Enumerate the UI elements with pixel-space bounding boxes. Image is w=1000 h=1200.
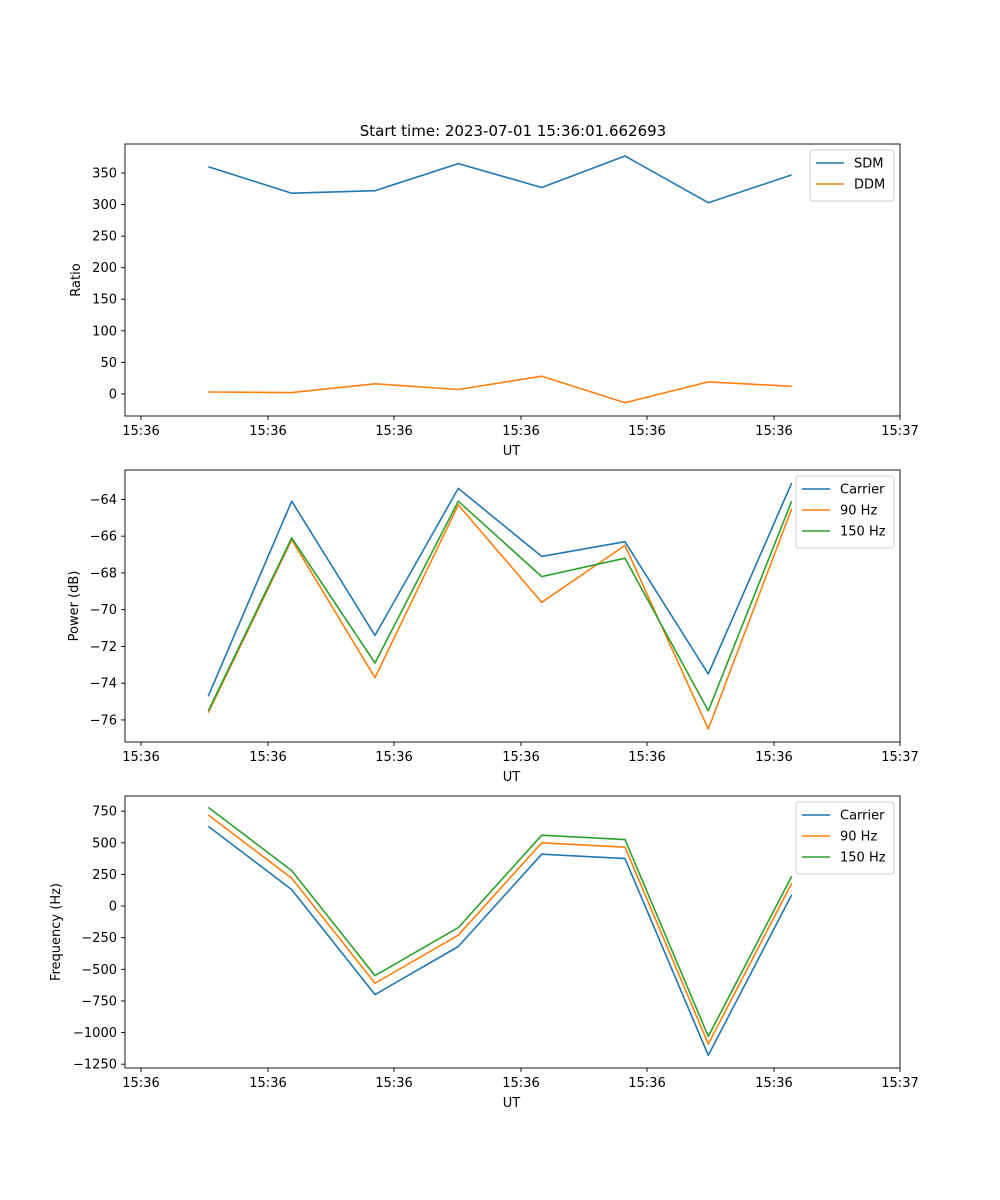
y-tick-label: 100 bbox=[92, 324, 117, 339]
x-tick-label: 15:36 bbox=[755, 424, 792, 439]
series-line-carrier bbox=[207, 825, 793, 1057]
y-tick-label: 250 bbox=[92, 868, 117, 883]
y-tick-label: −750 bbox=[81, 994, 117, 1009]
x-tick-label: 15:36 bbox=[249, 1076, 286, 1091]
series-line-90-hz bbox=[207, 504, 793, 730]
legend-label: Carrier bbox=[840, 483, 885, 498]
x-tick-label: 15:36 bbox=[628, 1076, 665, 1091]
y-tick-label: −1000 bbox=[73, 1026, 117, 1041]
x-tick-label: 15:36 bbox=[122, 750, 159, 765]
y-tick-label: −250 bbox=[81, 931, 117, 946]
panels: 15:36 15:36 15:36 15:36 15:36 15:36 15:37 0 50 10… bbox=[49, 143, 919, 1111]
legend-label: SDM bbox=[854, 157, 883, 172]
legend-label: 150 Hz bbox=[840, 525, 886, 540]
x-axis-label: UT bbox=[503, 770, 521, 785]
y-tick-label: −72 bbox=[90, 640, 117, 655]
y-tick-label: −64 bbox=[90, 493, 117, 508]
y-tick-label: −76 bbox=[90, 713, 117, 728]
y-tick-label: 0 bbox=[109, 387, 117, 402]
x-tick-label: 15:37 bbox=[881, 750, 918, 765]
chart-title: Start time: 2023-07-01 15:36:01.662693 bbox=[360, 122, 666, 140]
y-axis-label: Frequency (Hz) bbox=[49, 883, 64, 981]
x-tick-label: 15:36 bbox=[755, 1076, 792, 1091]
y-tick-label: −66 bbox=[90, 530, 117, 545]
y-tick-label: −70 bbox=[90, 603, 117, 618]
x-tick-label: 15:36 bbox=[502, 1076, 539, 1091]
legend-label: 90 Hz bbox=[840, 504, 877, 519]
panel-2: 15:36 15:36 15:36 15:36 15:36 15:36 15:37 −76 −7… bbox=[67, 469, 919, 785]
x-axis-label: UT bbox=[503, 444, 521, 459]
plot-frame bbox=[124, 795, 901, 1069]
legend: Carrier 90 Hz 150 Hz bbox=[795, 475, 895, 549]
x-tick-label: 15:36 bbox=[628, 424, 665, 439]
panel-3: 15:36 15:36 15:36 15:36 15:36 15:36 15:37 −1250… bbox=[49, 795, 919, 1111]
x-tick-label: 15:36 bbox=[249, 750, 286, 765]
plot-frame bbox=[124, 469, 901, 743]
legend-label: 150 Hz bbox=[840, 851, 886, 866]
y-tick-label: 300 bbox=[92, 198, 117, 213]
x-tick-label: 15:36 bbox=[502, 750, 539, 765]
y-tick-label: −500 bbox=[81, 963, 117, 978]
legend-label: Carrier bbox=[840, 809, 885, 824]
series-line-150-hz bbox=[207, 500, 793, 712]
legend-label: 90 Hz bbox=[840, 830, 877, 845]
x-tick-label: 15:36 bbox=[375, 1076, 412, 1091]
y-tick-label: 500 bbox=[92, 836, 117, 851]
series-line-sdm bbox=[208, 155, 792, 204]
y-tick-label: 50 bbox=[100, 356, 117, 371]
y-axis-label: Ratio bbox=[69, 263, 84, 296]
x-tick-label: 15:37 bbox=[881, 1076, 918, 1091]
series-line-ddm bbox=[208, 375, 792, 404]
x-tick-label: 15:36 bbox=[122, 1076, 159, 1091]
y-tick-label: −1250 bbox=[73, 1058, 117, 1073]
y-axis-label: Power (dB) bbox=[67, 571, 82, 642]
x-tick-label: 15:36 bbox=[122, 424, 159, 439]
x-tick-label: 15:36 bbox=[755, 750, 792, 765]
legend: Carrier 90 Hz 150 Hz bbox=[795, 801, 895, 875]
x-tick-label: 15:36 bbox=[375, 424, 412, 439]
legend: SDM DDM bbox=[809, 149, 895, 202]
y-tick-label: 350 bbox=[92, 167, 117, 182]
x-tick-label: 15:36 bbox=[249, 424, 286, 439]
y-tick-label: −74 bbox=[90, 677, 117, 692]
x-tick-label: 15:37 bbox=[881, 424, 918, 439]
legend-label: DDM bbox=[854, 178, 885, 193]
legend-box bbox=[795, 475, 895, 549]
legend-box bbox=[795, 801, 895, 875]
y-tick-label: 250 bbox=[92, 230, 117, 245]
x-axis-label: UT bbox=[503, 1096, 521, 1111]
plot-frame bbox=[124, 143, 901, 417]
series-line-150-hz bbox=[207, 806, 793, 1038]
x-tick-label: 15:36 bbox=[628, 750, 665, 765]
panel-1: 15:36 15:36 15:36 15:36 15:36 15:36 15:37 0 50 10… bbox=[69, 143, 919, 459]
y-tick-label: 0 bbox=[109, 900, 117, 915]
y-tick-label: 750 bbox=[92, 805, 117, 820]
series-line-90-hz bbox=[207, 814, 793, 1045]
y-tick-label: 150 bbox=[92, 293, 117, 308]
y-tick-label: 200 bbox=[92, 261, 117, 276]
y-tick-label: −68 bbox=[90, 566, 117, 581]
x-tick-label: 15:36 bbox=[375, 750, 412, 765]
series-line-carrier bbox=[207, 482, 793, 697]
x-tick-label: 15:36 bbox=[502, 424, 539, 439]
